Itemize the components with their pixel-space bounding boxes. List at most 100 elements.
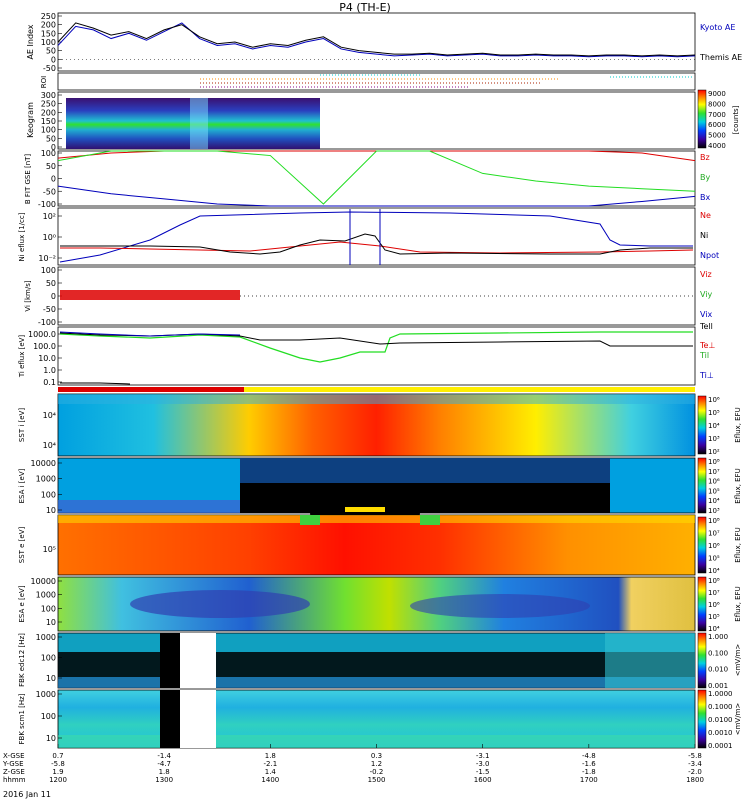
fbk-e-colorbar-tick-label: 0.100 <box>708 649 728 657</box>
keogram-colorbar-tick-label: 9000 <box>708 90 726 98</box>
bfield-series-bx <box>57 185 696 207</box>
esa-ion-tick-label: 10000 <box>31 459 56 468</box>
x-row-value: -5.8 <box>51 760 65 768</box>
esa-electron-colorbar-tick-label: 10⁷ <box>708 589 720 597</box>
x-row-value: 1.4 <box>265 768 277 776</box>
x-row-value: -2.0 <box>688 768 702 776</box>
esa-electron-ylabel: ESA e [eV] <box>18 585 26 622</box>
legend-npot: Npot <box>700 251 719 260</box>
esa-ion-tick-label: 1000 <box>36 475 56 484</box>
sst-electron-colorbar-tick-label: 10⁷ <box>708 530 720 538</box>
x-row-value: -5.8 <box>688 752 702 760</box>
velocity-ylabel: Vi [km/s] <box>24 280 32 311</box>
velocity-tick-label: 50 <box>46 279 56 288</box>
keogram-ylabel: Keogram <box>26 102 35 138</box>
legend-teperp: Te⊥ <box>699 341 715 350</box>
fbk-e-dark-band <box>58 652 695 677</box>
ae-tick-label: -50 <box>43 64 56 73</box>
roi-frame <box>57 72 696 91</box>
keogram-colorbar <box>697 89 707 149</box>
x-row-value: -1.5 <box>476 768 490 776</box>
fbk-e-dark-gap <box>160 633 180 688</box>
sst-electron-spectrogram <box>57 514 696 576</box>
sst-electron-top-band <box>58 515 695 523</box>
fbk-e-tick-label: 10 <box>46 674 56 683</box>
x-row-value: -3.4 <box>688 760 702 768</box>
sst-electron-colorbar-label: Eflux, EFU <box>734 527 742 562</box>
fbk-e-late-activity <box>605 633 695 688</box>
mode-bar-fast <box>58 387 244 392</box>
x-row-value: -0.2 <box>370 768 384 776</box>
bfield-tick-label: -50 <box>43 187 56 196</box>
x-row-label: Y-GSE <box>2 760 24 768</box>
sst-ion-ytick: 10⁴ <box>43 441 56 450</box>
x-row-label: Z-GSE <box>3 768 25 776</box>
esa-ion-ylabel: ESA i [eV] <box>18 468 26 503</box>
x-row-value: 1700 <box>580 776 598 784</box>
keogram-colorbar-tick-label: 5000 <box>708 132 726 140</box>
temperature-ylabel: Ti eflux [eV] <box>18 335 26 379</box>
velocity-tick-label: -50 <box>43 305 56 314</box>
mode-bar <box>58 387 695 392</box>
esa-ion-low-band <box>58 500 240 513</box>
keogram-tick-label: 0 <box>51 143 56 152</box>
bfield-tick-label: 100 <box>41 149 56 158</box>
x-row-value: 1.8 <box>265 752 276 760</box>
x-row-value: -3.1 <box>476 752 490 760</box>
esa-ion-colorbar-tick-label: 10⁶ <box>708 478 720 486</box>
esa-ion-low-energy <box>345 507 385 512</box>
ae-series-themis-ae <box>57 22 696 57</box>
legend-viz: Viz <box>700 270 712 279</box>
panel-velocity: Vi [km/s] 100 50 0 -50 -100 Viz Viy Vix <box>24 266 713 327</box>
fbk-e-tick-label: 100 <box>41 654 56 663</box>
x-row-value: 0.7 <box>52 752 63 760</box>
sst-ion-colorbar-tick-label: 10⁵ <box>708 409 720 417</box>
x-row-value: 1.2 <box>371 760 382 768</box>
ae-tick-label: 100 <box>41 38 56 47</box>
panel-sst-ion: SST i [eV] 10⁴ 10⁴ 10⁶ 10⁵ 10⁴ 10³ 10² Eflux… <box>18 393 742 457</box>
sst-ion-spectrogram <box>57 393 696 457</box>
sst-ion-ylabel: SST i [eV] <box>18 408 26 442</box>
sst-electron-ytick: 10⁵ <box>43 545 56 554</box>
x-row-value: 1600 <box>474 776 492 784</box>
esa-ion-colorbar-tick-label: 10⁸ <box>708 458 720 466</box>
density-frame <box>57 207 696 266</box>
fbk-b-tick-label: 1000 <box>36 690 56 699</box>
esa-electron-tick-label: 100 <box>41 604 56 613</box>
fbk-e-colorbar <box>697 632 707 689</box>
keogram-tick-label: 200 <box>41 108 56 117</box>
panel-fbk-e: FBK edc12 [Hz] 1000 100 10 1.000 0.100 0.010… <box>18 632 742 690</box>
sst-electron-green-patch-2 <box>420 515 440 525</box>
x-row-value: -1.8 <box>582 768 596 776</box>
ae-tick-label: 250 <box>41 12 56 21</box>
x-row-value: 1.9 <box>52 768 63 776</box>
sst-electron-colorbar-tick-label: 10⁴ <box>708 567 720 575</box>
esa-electron-colorbar-tick-label: 10⁶ <box>708 601 720 609</box>
temperature-tick-label: 1.0 <box>43 366 56 375</box>
esa-electron-colorbar-tick-label: 10⁸ <box>708 577 720 585</box>
sst-ion-ytick: 10⁴ <box>43 411 56 420</box>
esa-electron-colorbar-label: Eflux, EFU <box>734 586 742 621</box>
sst-electron-colorbar-tick-label: 10⁵ <box>708 555 720 563</box>
legend-bx: Bx <box>700 193 710 202</box>
bfield-tick-label: 0 <box>51 175 56 184</box>
legend-vix: Vix <box>700 310 713 319</box>
sst-ion-colorbar-tick-label: 10² <box>708 448 720 456</box>
bfield-tick-label: 50 <box>46 162 56 171</box>
x-row-value: 1500 <box>368 776 386 784</box>
ae-series-kyoto-ae <box>57 22 696 58</box>
esa-ion-tick-label: 100 <box>41 490 56 499</box>
esa-ion-noise <box>240 458 610 483</box>
x-row-label: hhmm <box>3 776 26 784</box>
x-row-value: 1300 <box>155 776 173 784</box>
roi-ylabel: ROI <box>40 76 48 88</box>
esa-ion-colorbar <box>697 457 707 514</box>
density-npot-line <box>59 211 693 263</box>
keogram-tick-label: 250 <box>41 100 56 109</box>
esa-electron-tick-label: 10 <box>46 618 56 627</box>
fbk-e-colorbar-tick-label: 0.010 <box>708 666 728 674</box>
